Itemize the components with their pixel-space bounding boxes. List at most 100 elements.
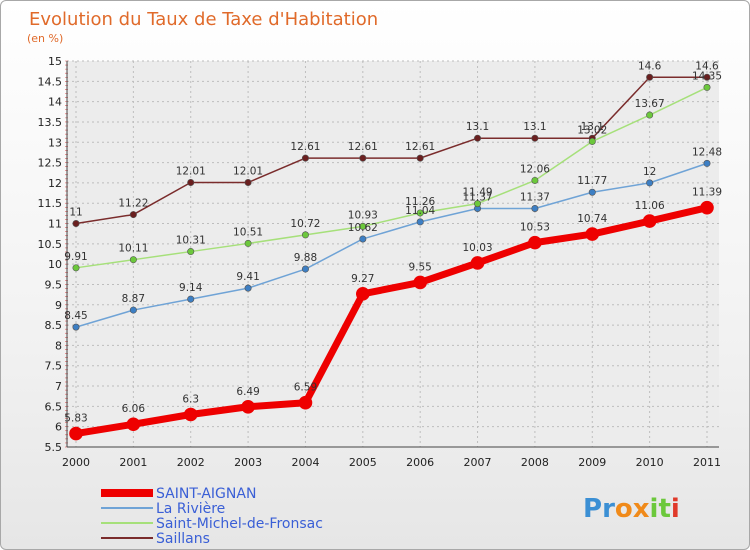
data-point xyxy=(531,204,539,212)
axis-layer: 5.5 6 6.5 7 7.5 8 8.5 9 9.5 10 10.5 11 11.5 12 12.5 13 1… xyxy=(38,55,722,469)
x-tick-label: 2001 xyxy=(119,456,147,469)
data-label: 10.03 xyxy=(463,242,493,254)
data-point xyxy=(72,264,80,272)
data-point xyxy=(241,399,255,414)
data-label: 6.59 xyxy=(294,382,317,394)
y-tick-label: 12.5 xyxy=(38,157,63,170)
data-label: 12.01 xyxy=(233,165,263,177)
data-point xyxy=(129,256,137,264)
data-label: 12.61 xyxy=(348,141,378,153)
legend-label: La Rivière xyxy=(156,501,225,517)
data-point xyxy=(129,211,137,219)
data-label: 13.02 xyxy=(577,124,607,136)
x-tick-label: 2000 xyxy=(62,456,90,469)
data-label: 11.49 xyxy=(463,187,493,199)
data-label: 10.11 xyxy=(118,243,148,255)
x-tick-label: 2008 xyxy=(521,456,549,469)
data-label: 12.61 xyxy=(290,141,320,153)
x-tick-label: 2006 xyxy=(406,456,434,469)
data-point xyxy=(703,159,711,167)
data-point xyxy=(470,256,485,270)
data-label: 9.91 xyxy=(64,251,87,263)
data-label: 10.72 xyxy=(290,218,320,230)
data-label: 11.77 xyxy=(577,175,607,187)
data-label: 13.1 xyxy=(523,121,546,133)
data-label: 11.06 xyxy=(635,200,665,212)
data-point xyxy=(646,73,654,81)
data-label: 8.45 xyxy=(64,310,87,322)
y-tick-label: 11 xyxy=(48,218,62,231)
data-label: 13.67 xyxy=(635,98,665,110)
y-tick-label: 9.5 xyxy=(45,278,63,291)
data-point xyxy=(646,111,654,119)
data-label: 9.41 xyxy=(236,271,259,283)
grid-layer xyxy=(67,60,719,448)
data-point xyxy=(244,178,252,186)
data-label: 12.06 xyxy=(520,163,550,175)
data-point xyxy=(703,73,711,81)
data-point xyxy=(69,426,83,441)
series-line xyxy=(75,86,708,269)
data-label: 12 xyxy=(643,166,656,178)
data-point xyxy=(72,323,80,331)
data-point xyxy=(129,306,137,314)
data-label: 10.53 xyxy=(520,222,550,234)
y-tick-label: 11.5 xyxy=(38,197,63,210)
data-point xyxy=(301,231,309,239)
y-tick-label: 13.5 xyxy=(38,116,63,129)
y-tick-label: 5.5 xyxy=(45,441,63,454)
y-tick-label: 6.5 xyxy=(45,400,63,413)
chart-subtitle: (en %) xyxy=(27,32,63,45)
x-tick-label: 2007 xyxy=(464,456,492,469)
data-label: 10.51 xyxy=(233,226,263,238)
data-point xyxy=(359,154,367,162)
data-point xyxy=(703,83,711,91)
data-point xyxy=(642,214,657,228)
data-label: 12.61 xyxy=(405,141,435,153)
data-label: 6.3 xyxy=(182,393,199,405)
data-label: 14.6 xyxy=(695,60,719,72)
data-point xyxy=(244,239,252,247)
logo-text: Proxiti xyxy=(583,494,680,524)
series-line xyxy=(75,162,708,328)
legend-label: Saillans xyxy=(156,531,210,547)
data-label: 13.1 xyxy=(581,121,604,133)
data-point xyxy=(298,395,313,410)
data-point xyxy=(301,265,309,273)
data-label: 11.37 xyxy=(520,191,550,203)
data-point xyxy=(126,417,141,432)
y-tick-label: 7 xyxy=(55,380,62,393)
y-tick-label: 8 xyxy=(55,339,62,352)
data-label: 11.39 xyxy=(692,187,722,199)
y-tick-label: 9 xyxy=(55,299,62,312)
data-label: 10.31 xyxy=(176,235,206,247)
x-tick-label: 2004 xyxy=(291,456,319,469)
data-point xyxy=(528,235,542,250)
data-point xyxy=(416,154,424,162)
series-layer xyxy=(69,73,714,441)
x-tick-label: 2011 xyxy=(693,456,721,469)
data-label: 13.1 xyxy=(466,121,489,133)
data-label: 6.06 xyxy=(122,403,146,415)
data-point xyxy=(187,178,195,186)
data-point xyxy=(474,200,482,208)
data-label: 10.93 xyxy=(348,209,378,221)
data-point xyxy=(356,287,370,301)
data-point xyxy=(585,227,600,241)
data-point xyxy=(416,209,424,217)
y-tick-label: 10 xyxy=(48,258,62,271)
data-label: 11.37 xyxy=(463,191,493,203)
x-tick-label: 2005 xyxy=(349,456,377,469)
x-tick-label: 2009 xyxy=(578,456,606,469)
y-tick-label: 8.5 xyxy=(45,319,63,332)
y-tick-label: 6 xyxy=(55,421,62,434)
y-tick-label: 12 xyxy=(48,177,62,190)
x-tick-label: 2003 xyxy=(234,456,262,469)
data-label: 9.55 xyxy=(408,261,431,273)
data-label: 8.87 xyxy=(122,293,145,305)
data-label: 9.14 xyxy=(179,282,203,294)
y-tick-label: 15 xyxy=(48,55,62,68)
plot-area xyxy=(67,61,719,447)
